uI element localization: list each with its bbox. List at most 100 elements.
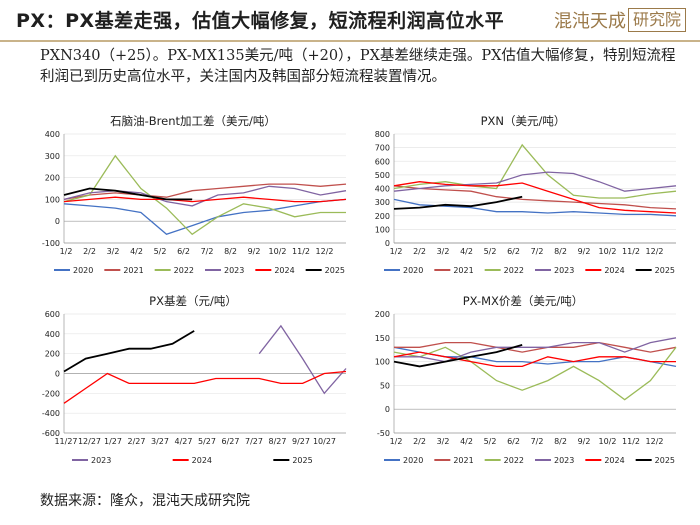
title-rule: [0, 40, 700, 42]
x-tick-label: 9/2: [578, 437, 591, 446]
data-source: 数据来源：隆众，混沌天成研究院: [40, 493, 250, 509]
x-tick-label: 8/2: [554, 247, 567, 256]
x-tick-label: 1/2: [60, 247, 73, 256]
chart-pxn: PXN（美元/吨） 0 100 200 300 400 500 600 700 800 1/2 2/2…: [358, 110, 688, 285]
legend-label-2024: 2024: [604, 266, 624, 275]
y-tick-label: 200: [45, 350, 60, 359]
chart-naphtha-brent: 石脑油-Brent加工差（美元/吨） -100 0 100 200 300 400 1/2 2/…: [28, 110, 358, 285]
x-tick-label: 10/2: [599, 247, 617, 256]
series-line-2025: [393, 195, 523, 210]
y-tick-label: 600: [375, 157, 390, 166]
x-tick-label: 9/2: [248, 247, 261, 256]
legend-label-2022: 2022: [504, 266, 524, 275]
chart-title: 石脑油-Brent加工差（美元/吨）: [110, 114, 276, 128]
x-tick-label: 8/2: [224, 247, 237, 256]
x-tick-label: 10/27: [313, 437, 336, 446]
x-tick-label: 5/2: [484, 247, 497, 256]
y-tick-label: 700: [375, 144, 390, 153]
x-tick-label: 11/2: [292, 247, 310, 256]
y-tick-label: 0: [385, 405, 390, 414]
x-tick-label: 2/2: [83, 247, 96, 256]
x-tick-label: 11/2: [622, 437, 640, 446]
legend-label-2024: 2024: [274, 266, 294, 275]
legend-label-2023: 2023: [224, 266, 244, 275]
x-tick-label: 12/2: [316, 247, 334, 256]
brand-logo: 混沌天成 研究院: [554, 6, 686, 34]
y-tick-label: 0: [385, 239, 390, 248]
y-tick-label: 200: [45, 174, 60, 183]
x-tick-label: 11/27: [54, 437, 77, 446]
legend-label-2022: 2022: [504, 456, 524, 465]
legend-label-2025: 2025: [655, 456, 675, 465]
series-line-2020: [63, 198, 347, 236]
y-tick-label: 300: [375, 198, 390, 207]
chart-title: PX基差（元/吨）: [149, 294, 237, 308]
x-tick-label: 8/2: [554, 437, 567, 446]
y-tick-label: 300: [45, 152, 60, 161]
series-line-2023: [394, 337, 677, 363]
x-tick-label: 6/2: [177, 247, 190, 256]
x-tick-label: 11/2: [622, 247, 640, 256]
x-tick-label: 7/2: [201, 247, 214, 256]
series-line-2022: [63, 154, 346, 236]
y-tick-label: 400: [375, 185, 390, 194]
series-line-2023: [258, 324, 347, 395]
legend-label-2025: 2025: [655, 266, 675, 275]
y-tick-label: 100: [375, 358, 390, 367]
x-tick-label: 10/2: [599, 437, 617, 446]
chart-px-basis: PX基差（元/吨） -600 -400 -200 0 200 400 600 11/27 12/2…: [28, 290, 358, 475]
y-tick-label: 50: [380, 381, 390, 390]
y-tick-label: 0: [55, 217, 60, 226]
x-tick-label: 9/2: [578, 247, 591, 256]
summary-text: PXN340（+25）。PX-MX135美元/吨（+20），PX基差继续走强。P…: [40, 48, 676, 85]
x-tick-label: 5/2: [484, 437, 497, 446]
y-tick-label: 100: [45, 195, 60, 204]
legend-label-2025: 2025: [292, 456, 312, 465]
legend-label-2021: 2021: [453, 266, 473, 275]
chart-svg-pxn: PXN（美元/吨） 0 100 200 300 400 500 600 700 800 1/2 2/2…: [375, 114, 677, 275]
x-tick-label: 12/2: [646, 247, 664, 256]
y-tick-label: 200: [375, 212, 390, 221]
x-tick-label: 1/2: [390, 437, 403, 446]
x-tick-label: 6/27: [222, 437, 240, 446]
y-tick-label: 400: [45, 330, 60, 339]
y-tick-label: -200: [42, 389, 60, 398]
x-tick-label: 4/2: [460, 247, 473, 256]
x-tick-label: 1/27: [104, 437, 122, 446]
chart-svg-px-mx: PX-MX价差（美元/吨） -50 0 50 100 150 200 1/2 2/2 3/2 4/2…: [375, 294, 677, 465]
y-tick-label: -100: [42, 239, 60, 248]
series-line-2023: [393, 171, 677, 192]
x-tick-label: 3/2: [437, 247, 450, 256]
legend-label-2023: 2023: [91, 456, 111, 465]
series-line-2024: [393, 181, 677, 214]
x-tick-label: 2/2: [413, 437, 426, 446]
legend-label-2024: 2024: [192, 456, 212, 465]
x-tick-label: 6/2: [507, 437, 520, 446]
legend-label-2020: 2020: [403, 456, 423, 465]
chart-px-mx: PX-MX价差（美元/吨） -50 0 50 100 150 200 1/2 2/2 3/2 4/2…: [358, 290, 688, 475]
legend-label-2025: 2025: [325, 266, 345, 275]
legend-label-2021: 2021: [123, 266, 143, 275]
x-tick-label: 6/2: [507, 247, 520, 256]
x-tick-label: 12/2: [646, 437, 664, 446]
x-tick-label: 1/2: [390, 247, 403, 256]
series-line-2024: [63, 196, 347, 203]
series-line-2021: [394, 341, 677, 353]
series-line-2025: [393, 344, 523, 368]
x-tick-label: 5/2: [154, 247, 167, 256]
series-line-2024: [393, 351, 676, 368]
y-tick-label: 500: [375, 171, 390, 180]
chart-svg-naphtha-brent: 石脑油-Brent加工差（美元/吨） -100 0 100 200 300 400 1/2 2/…: [42, 114, 347, 275]
x-tick-label: 12/27: [78, 437, 101, 446]
x-tick-label: 3/2: [107, 247, 120, 256]
logo-box: 研究院: [627, 8, 686, 32]
y-tick-label: 100: [375, 225, 390, 234]
x-tick-label: 7/2: [531, 437, 544, 446]
y-tick-label: 150: [375, 334, 390, 343]
logo-main: 混沌天成: [553, 11, 626, 32]
series-line-2022: [393, 143, 677, 199]
y-tick-label: -400: [42, 409, 60, 418]
legend-label-2022: 2022: [174, 266, 194, 275]
series-line-2021: [63, 183, 347, 201]
x-tick-label: 3/27: [151, 437, 169, 446]
